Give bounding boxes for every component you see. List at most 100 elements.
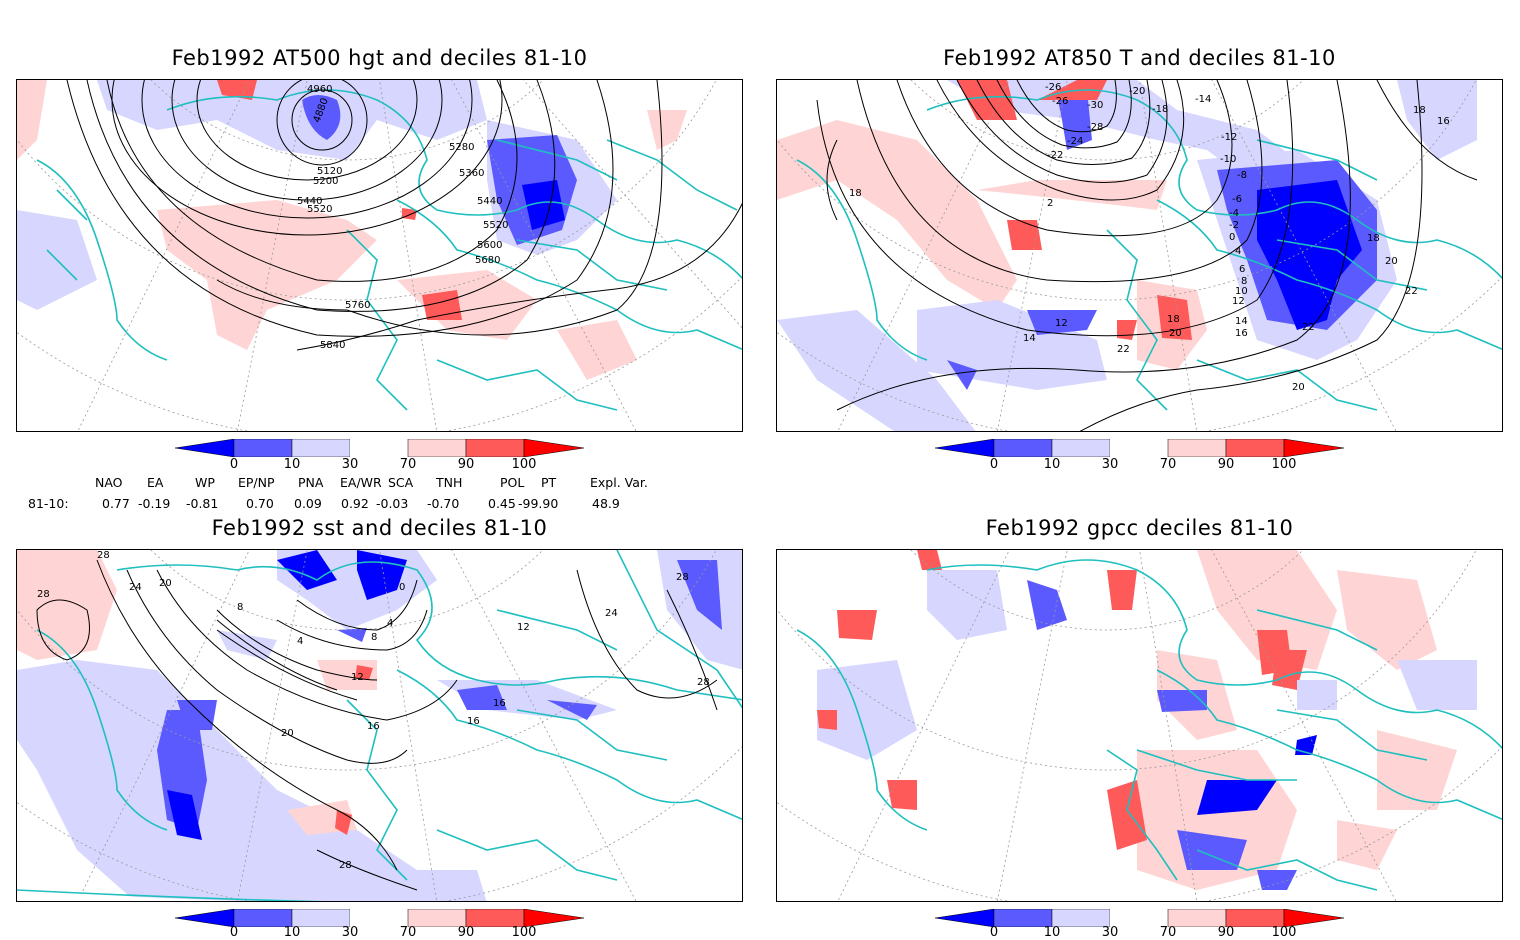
svg-text:4: 4: [297, 636, 303, 647]
svg-text:22: 22: [1117, 344, 1130, 355]
colorbar-swatches: [174, 438, 585, 458]
coastlines: [17, 550, 742, 901]
contour-labels: 4960 4880 5120 5200 5280 5360 5440 5520 …: [297, 84, 508, 351]
cb-tick-90: 90: [1217, 457, 1235, 472]
svg-text:18: 18: [849, 188, 862, 199]
colorbar-swatches: [934, 438, 1345, 458]
contour-labels: -26 -26 -30 -28 -24 -22 -20 -18 -14 -12 …: [849, 82, 1450, 393]
svg-text:5280: 5280: [449, 142, 474, 153]
svg-text:28: 28: [339, 860, 352, 871]
svg-text:24: 24: [605, 608, 618, 619]
cb-tick-30: 30: [341, 457, 359, 472]
svg-text:16: 16: [1437, 116, 1450, 127]
svg-text:-30: -30: [1087, 100, 1103, 111]
cb-30-70: [350, 439, 408, 457]
idx-header-pol: POL: [500, 475, 525, 490]
cb-tick-100: 100: [1271, 925, 1297, 940]
svg-text:-14: -14: [1195, 94, 1211, 105]
idx-header-pna: PNA: [298, 475, 324, 490]
cb-tick-70: 70: [1159, 457, 1177, 472]
cb-above100: [523, 908, 585, 928]
colorbar-sst: 0 10 30 70 90 100: [174, 908, 585, 940]
cb-tick-70: 70: [399, 457, 417, 472]
svg-text:-20: -20: [1129, 86, 1145, 97]
svg-text:-10: -10: [1220, 154, 1236, 165]
svg-text:-18: -18: [1152, 104, 1168, 115]
idx-header-eawr: EA/WR: [340, 475, 382, 490]
svg-text:8: 8: [1241, 276, 1247, 287]
svg-text:20: 20: [1385, 256, 1398, 267]
contours: [36, 559, 718, 891]
graticule: [777, 550, 1502, 901]
idx-header-ea: EA: [147, 475, 164, 490]
coastlines: [796, 559, 1502, 891]
coastlines: [36, 89, 742, 411]
svg-text:12: 12: [1232, 296, 1245, 307]
cb-30-70: [1110, 439, 1168, 457]
svg-text:-26: -26: [1045, 82, 1061, 93]
svg-text:4: 4: [387, 618, 393, 629]
cb-below0: [174, 908, 235, 928]
cb-tick-0: 0: [229, 925, 239, 940]
svg-text:5360: 5360: [459, 168, 484, 179]
svg-text:10: 10: [1235, 286, 1248, 297]
cb-90-100: [465, 438, 525, 458]
svg-text:20: 20: [1169, 328, 1182, 339]
svg-text:8: 8: [237, 602, 243, 613]
cb-tick-0: 0: [989, 457, 999, 472]
panel-title-z500: Feb1992 AT500 hgt and deciles 81-10: [171, 46, 588, 70]
svg-text:14: 14: [1235, 316, 1248, 327]
idx-value-ea: -0.19: [138, 496, 171, 511]
svg-text:22: 22: [1405, 286, 1418, 297]
idx-value-nao: 0.77: [102, 496, 130, 511]
cb-tick-70: 70: [399, 925, 417, 940]
colorbar-gpcc: 0 10 30 70 90 100: [934, 908, 1345, 940]
idx-row-label: 81-10:: [28, 496, 69, 511]
svg-text:0: 0: [1229, 232, 1235, 243]
svg-text:16: 16: [493, 698, 506, 709]
cb-30-70: [350, 909, 408, 927]
idx-value-wp: -0.81: [186, 496, 219, 511]
idx-value-pna: 0.09: [294, 496, 322, 511]
map-t850: -26 -26 -30 -28 -24 -22 -20 -18 -14 -12 …: [776, 79, 1503, 432]
cb-tick-30: 30: [1101, 925, 1119, 940]
panel-title-sst: Feb1992 sst and deciles 81-10: [211, 516, 548, 540]
idx-header-wp: WP: [195, 475, 215, 490]
idx-header-nao: NAO: [95, 475, 123, 490]
svg-text:14: 14: [1023, 333, 1036, 344]
svg-text:-2: -2: [1229, 220, 1239, 231]
coastlines: [796, 89, 1502, 411]
svg-text:20: 20: [159, 578, 172, 589]
svg-text:18: 18: [1167, 314, 1180, 325]
cb-10-30: [1051, 438, 1111, 458]
svg-text:28: 28: [97, 550, 110, 561]
contour-labels: 28 28 24 20 0 4 8 12 16 16 16 20 24 28 2…: [37, 550, 710, 871]
cb-below0: [934, 908, 995, 928]
svg-text:-4: -4: [1229, 208, 1239, 219]
cb-tick-90: 90: [457, 925, 475, 940]
idx-header-explvar: Expl. Var.: [590, 475, 648, 490]
svg-text:5520: 5520: [307, 204, 332, 215]
idx-value-tnh: -0.70: [427, 496, 460, 511]
idx-header-pt: PT: [541, 475, 557, 490]
contours: [816, 80, 1478, 431]
cb-tick-30: 30: [1101, 457, 1119, 472]
panel-title-t850: Feb1992 AT850 T and deciles 81-10: [943, 46, 1336, 70]
graticule: [17, 550, 742, 901]
svg-text:-28: -28: [1087, 122, 1103, 133]
cb-above100: [1283, 438, 1345, 458]
svg-text:18: 18: [1413, 105, 1426, 116]
svg-text:12: 12: [351, 672, 364, 683]
colorbar-z500: 0 10 30 70 90 100: [174, 438, 585, 479]
cb-0-10: [233, 438, 293, 458]
cb-30-70: [1110, 909, 1168, 927]
svg-text:5760: 5760: [345, 300, 370, 311]
cb-70-90: [407, 438, 467, 458]
cb-tick-90: 90: [457, 457, 475, 472]
colorbar-t850: 0 10 30 70 90 100: [934, 438, 1345, 479]
graticule: [777, 80, 1502, 431]
svg-text:22: 22: [1302, 322, 1315, 333]
svg-text:5600: 5600: [477, 240, 502, 251]
idx-value-explvar: 48.9: [592, 496, 620, 511]
decile-shading: [17, 80, 687, 380]
